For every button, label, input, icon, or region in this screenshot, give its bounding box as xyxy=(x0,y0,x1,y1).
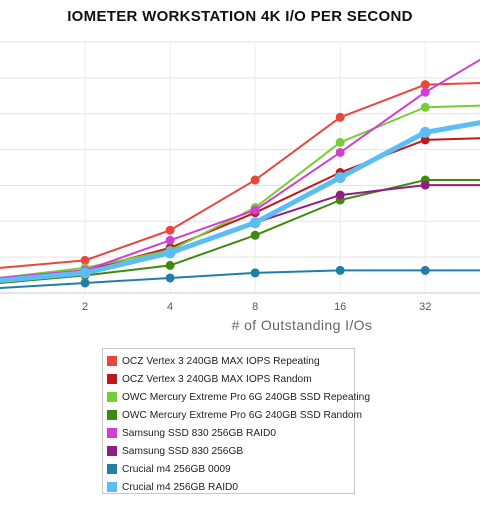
data-point xyxy=(250,230,260,240)
legend-label: OCZ Vertex 3 240GB MAX IOPS Random xyxy=(122,373,312,385)
legend-item[interactable]: OCZ Vertex 3 240GB MAX IOPS Repeating xyxy=(107,352,354,370)
legend-label: Samsung SSD 830 256GB RAID0 xyxy=(122,427,277,439)
data-point xyxy=(335,112,345,122)
data-point xyxy=(335,190,345,200)
series-7 xyxy=(0,265,480,289)
legend-label: Samsung SSD 830 256GB xyxy=(122,445,244,457)
data-point xyxy=(334,172,346,184)
data-point xyxy=(165,225,175,235)
legend-item[interactable]: Samsung SSD 830 256GB RAID0 xyxy=(107,424,354,442)
data-point xyxy=(335,137,345,147)
series-line xyxy=(0,104,480,279)
grid-lines xyxy=(0,41,480,294)
legend-item[interactable]: Crucial m4 256GB 0009 xyxy=(107,460,354,478)
x-tick-label: 32 xyxy=(419,301,431,313)
data-point xyxy=(165,260,175,270)
legend-swatch xyxy=(107,482,117,492)
data-point xyxy=(250,205,260,215)
series-1 xyxy=(0,80,480,269)
x-tick-label: 4 xyxy=(167,301,173,313)
data-point xyxy=(80,255,90,265)
legend-label: Crucial m4 256GB RAID0 xyxy=(122,481,239,493)
data-point xyxy=(250,268,260,278)
legend-item[interactable]: Samsung SSD 830 256GB xyxy=(107,442,354,460)
data-point xyxy=(420,180,430,190)
legend-swatch xyxy=(107,356,117,366)
series-line xyxy=(0,179,480,284)
legend-item[interactable]: Crucial m4 256GB RAID0 xyxy=(107,478,354,496)
legend: OCZ Vertex 3 240GB MAX IOPS Repeating OCZ… xyxy=(102,348,370,496)
legend-swatch xyxy=(107,428,117,438)
x-axis-title: # of Outstanding I/Os xyxy=(232,317,373,333)
chart-title: IOMETER WORKSTATION 4K I/O PER SECOND xyxy=(67,8,413,25)
data-point xyxy=(164,247,176,259)
data-point xyxy=(165,273,175,283)
legend-swatch xyxy=(107,374,117,384)
x-tick-label: 16 xyxy=(334,301,346,313)
data-point xyxy=(79,267,91,279)
legend-label: OCZ Vertex 3 240GB MAX IOPS Repeating xyxy=(122,355,320,367)
legend-item[interactable]: OWC Mercury Extreme Pro 6G 240GB SSD Rep… xyxy=(107,388,370,406)
data-point xyxy=(335,265,345,275)
legend-label: OWC Mercury Extreme Pro 6G 240GB SSD Rep… xyxy=(122,391,370,403)
x-tick-labels: 2 4 8 16 32 xyxy=(82,301,431,313)
data-point xyxy=(80,278,90,288)
series-line xyxy=(0,184,480,282)
data-point xyxy=(165,235,175,245)
series-layer xyxy=(0,58,480,289)
data-point xyxy=(335,147,345,157)
legend-item[interactable]: OCZ Vertex 3 240GB MAX IOPS Random xyxy=(107,370,354,388)
data-point xyxy=(420,135,430,145)
data-point xyxy=(420,102,430,112)
legend-swatch xyxy=(107,392,117,402)
series-line xyxy=(0,120,480,283)
legend-label: Crucial m4 256GB 0009 xyxy=(122,463,231,475)
x-tick-label: 8 xyxy=(252,301,258,313)
series-2 xyxy=(0,135,480,279)
legend-swatch xyxy=(107,446,117,456)
data-point xyxy=(420,265,430,275)
series-8 xyxy=(0,120,480,283)
series-3 xyxy=(0,102,480,279)
data-point xyxy=(419,126,431,138)
legend-label: OWC Mercury Extreme Pro 6G 240GB SSD Ran… xyxy=(122,409,363,421)
legend-swatch xyxy=(107,464,117,474)
data-point xyxy=(249,217,261,229)
data-point xyxy=(250,175,260,185)
legend-swatch xyxy=(107,410,117,420)
x-tick-label: 2 xyxy=(82,301,88,313)
legend-item[interactable]: OWC Mercury Extreme Pro 6G 240GB SSD Ran… xyxy=(107,406,362,424)
data-point xyxy=(420,80,430,90)
chart-plot: 2 4 8 16 32 # of Outstanding I/Os xyxy=(0,41,480,333)
data-point xyxy=(420,87,430,97)
